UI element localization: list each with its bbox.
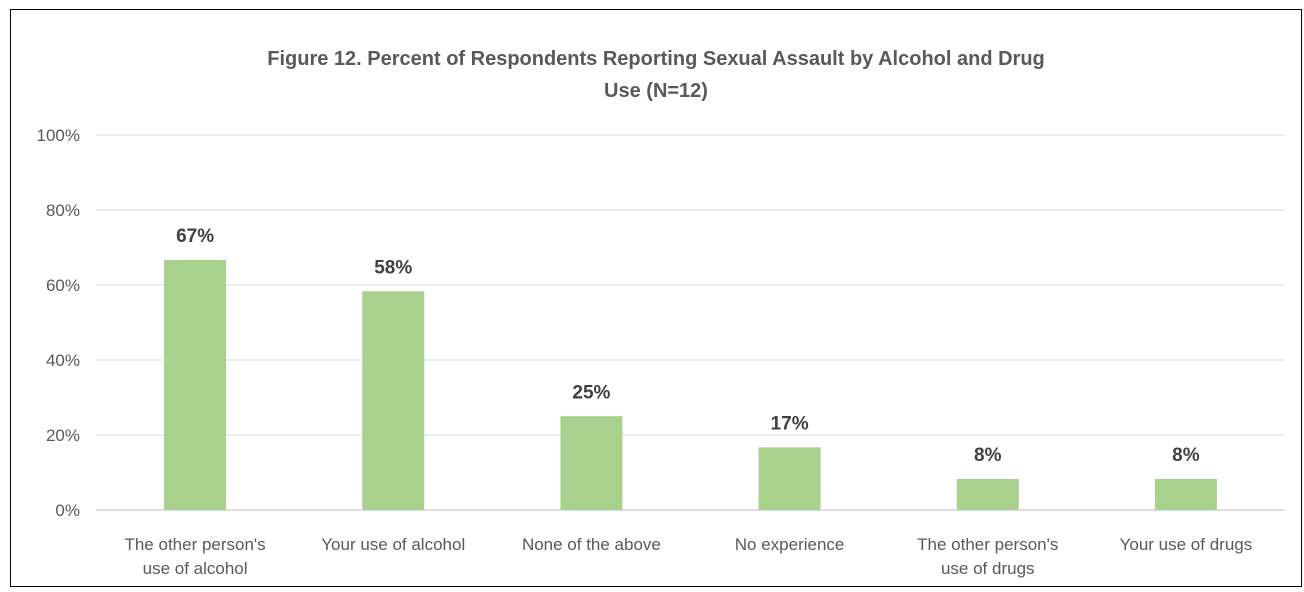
chart-title: Figure 12. Percent of Respondents Report…: [267, 48, 1045, 102]
chart-title-line: Figure 12. Percent of Respondents Report…: [267, 48, 1045, 70]
x-category-label: use of drugs: [941, 559, 1035, 578]
y-tick-label: 40%: [46, 351, 80, 370]
x-category-label: Your use of drugs: [1120, 535, 1253, 554]
data-label: 58%: [374, 257, 412, 278]
bar: [1154, 478, 1217, 510]
y-tick-label: 20%: [46, 426, 80, 445]
bar-chart: Figure 12. Percent of Respondents Report…: [37, 48, 1285, 578]
x-category-label: The other person's: [124, 535, 265, 554]
data-label: 25%: [572, 382, 610, 403]
data-label: 8%: [1172, 445, 1200, 466]
y-tick-label: 80%: [46, 201, 80, 220]
bars: [164, 259, 1217, 510]
chart-title-line: Use (N=12): [604, 80, 708, 102]
data-label: 17%: [771, 413, 809, 434]
data-labels: 67% 58% 25% 17% 8% 8%: [176, 226, 1200, 466]
bar: [956, 478, 1019, 510]
y-axis-ticks: 0% 20% 40% 60% 80% 100%: [37, 126, 80, 520]
gridlines: [96, 134, 1285, 511]
chart-frame: Figure 12. Percent of Respondents Report…: [10, 9, 1302, 587]
bar: [164, 259, 227, 510]
data-label: 67%: [176, 226, 214, 247]
x-category-label: use of alcohol: [143, 559, 248, 578]
x-category-label: None of the above: [522, 535, 661, 554]
data-label: 8%: [974, 445, 1002, 466]
y-tick-label: 100%: [37, 126, 80, 145]
x-category-label: Your use of alcohol: [321, 535, 465, 554]
bar: [560, 416, 623, 510]
y-tick-label: 0%: [55, 501, 80, 520]
x-category-label: No experience: [735, 535, 845, 554]
y-tick-label: 60%: [46, 276, 80, 295]
x-category-label: The other person's: [917, 535, 1058, 554]
bar: [362, 291, 425, 510]
bar: [758, 447, 821, 510]
x-axis-categories: The other person's use of alcohol Your use…: [124, 535, 1252, 578]
